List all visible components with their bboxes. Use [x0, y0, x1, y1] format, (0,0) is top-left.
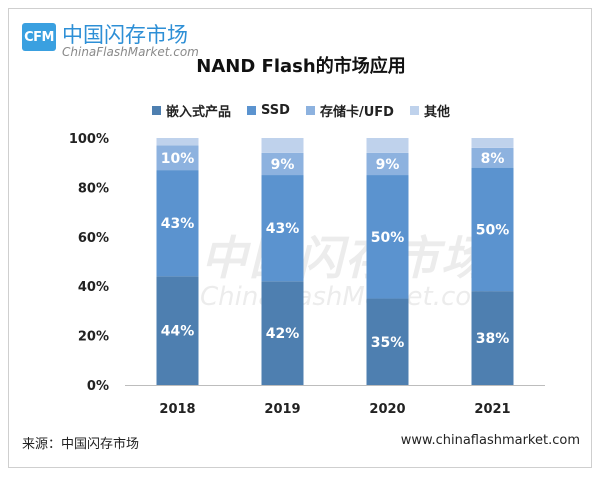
data-label: 8%: [481, 151, 505, 167]
y-tick-label: 100%: [69, 132, 109, 147]
x-tick-label: 2021: [474, 402, 510, 417]
bar-segment: [261, 281, 304, 385]
bar-segment: [156, 276, 199, 385]
x-tick-label: 2020: [369, 402, 405, 417]
legend-item-embedded: 嵌入式产品: [152, 101, 231, 120]
bar-segment: [366, 175, 409, 299]
bar-segment: [261, 138, 304, 153]
bar-segment: [471, 291, 514, 385]
chart-title: NAND Flash的市场应用: [196, 56, 406, 77]
data-label: 50%: [371, 230, 405, 246]
data-label: 9%: [271, 157, 295, 173]
y-tick-label: 0%: [87, 379, 109, 394]
x-tick-label: 2018: [159, 402, 195, 417]
legend-label: SSD: [261, 103, 290, 118]
legend-label: 嵌入式产品: [166, 105, 232, 120]
bar-segment: [366, 152, 409, 176]
logo-badge: CFM: [22, 23, 56, 51]
data-label: 38%: [476, 331, 510, 347]
legend-label: 存储卡/UFD: [319, 105, 394, 120]
logo-name-en: ChinaFlashMarket.com: [62, 45, 199, 59]
bar-segment: [471, 138, 514, 148]
bar-segment: [156, 170, 199, 277]
bar-segment: [261, 175, 304, 282]
data-label: 43%: [266, 221, 300, 237]
bar-segment: [366, 298, 409, 385]
legend-swatch: [305, 106, 315, 115]
legend-label: 其他: [423, 105, 450, 120]
y-tick-label: 80%: [78, 181, 109, 196]
source-note: 来源：中国闪存市场: [22, 437, 140, 452]
data-label: 44%: [161, 324, 195, 340]
legend: 嵌入式产品 SSD 存储卡/UFD 其他: [0, 101, 602, 120]
data-label: 43%: [161, 216, 195, 232]
legend-item-ssd: SSD: [247, 101, 290, 120]
data-label: 42%: [266, 326, 300, 342]
bar-segment: [261, 152, 304, 176]
bar-segment: [156, 138, 199, 146]
data-label: 10%: [161, 151, 195, 167]
legend-swatch: [247, 106, 257, 115]
logo-name-cn: 中国闪存市场: [62, 23, 188, 47]
legend-item-other: 其他: [409, 101, 450, 120]
x-tick-label: 2019: [264, 402, 300, 417]
data-label: 9%: [376, 157, 400, 173]
legend-item-card-ufd: 存储卡/UFD: [305, 101, 394, 120]
legend-swatch: [409, 106, 419, 115]
bar-segment: [156, 145, 199, 171]
y-tick-label: 20%: [78, 330, 109, 345]
data-label: 35%: [371, 335, 405, 351]
site-url: www.chinaflashmarket.com: [400, 433, 580, 448]
legend-swatch: [152, 106, 162, 115]
y-tick-label: 40%: [78, 280, 109, 295]
bar-segment: [366, 138, 409, 153]
y-tick-label: 60%: [78, 231, 109, 246]
bar-segment: [471, 147, 514, 168]
bar-segment: [471, 167, 514, 292]
data-label: 50%: [476, 222, 510, 238]
